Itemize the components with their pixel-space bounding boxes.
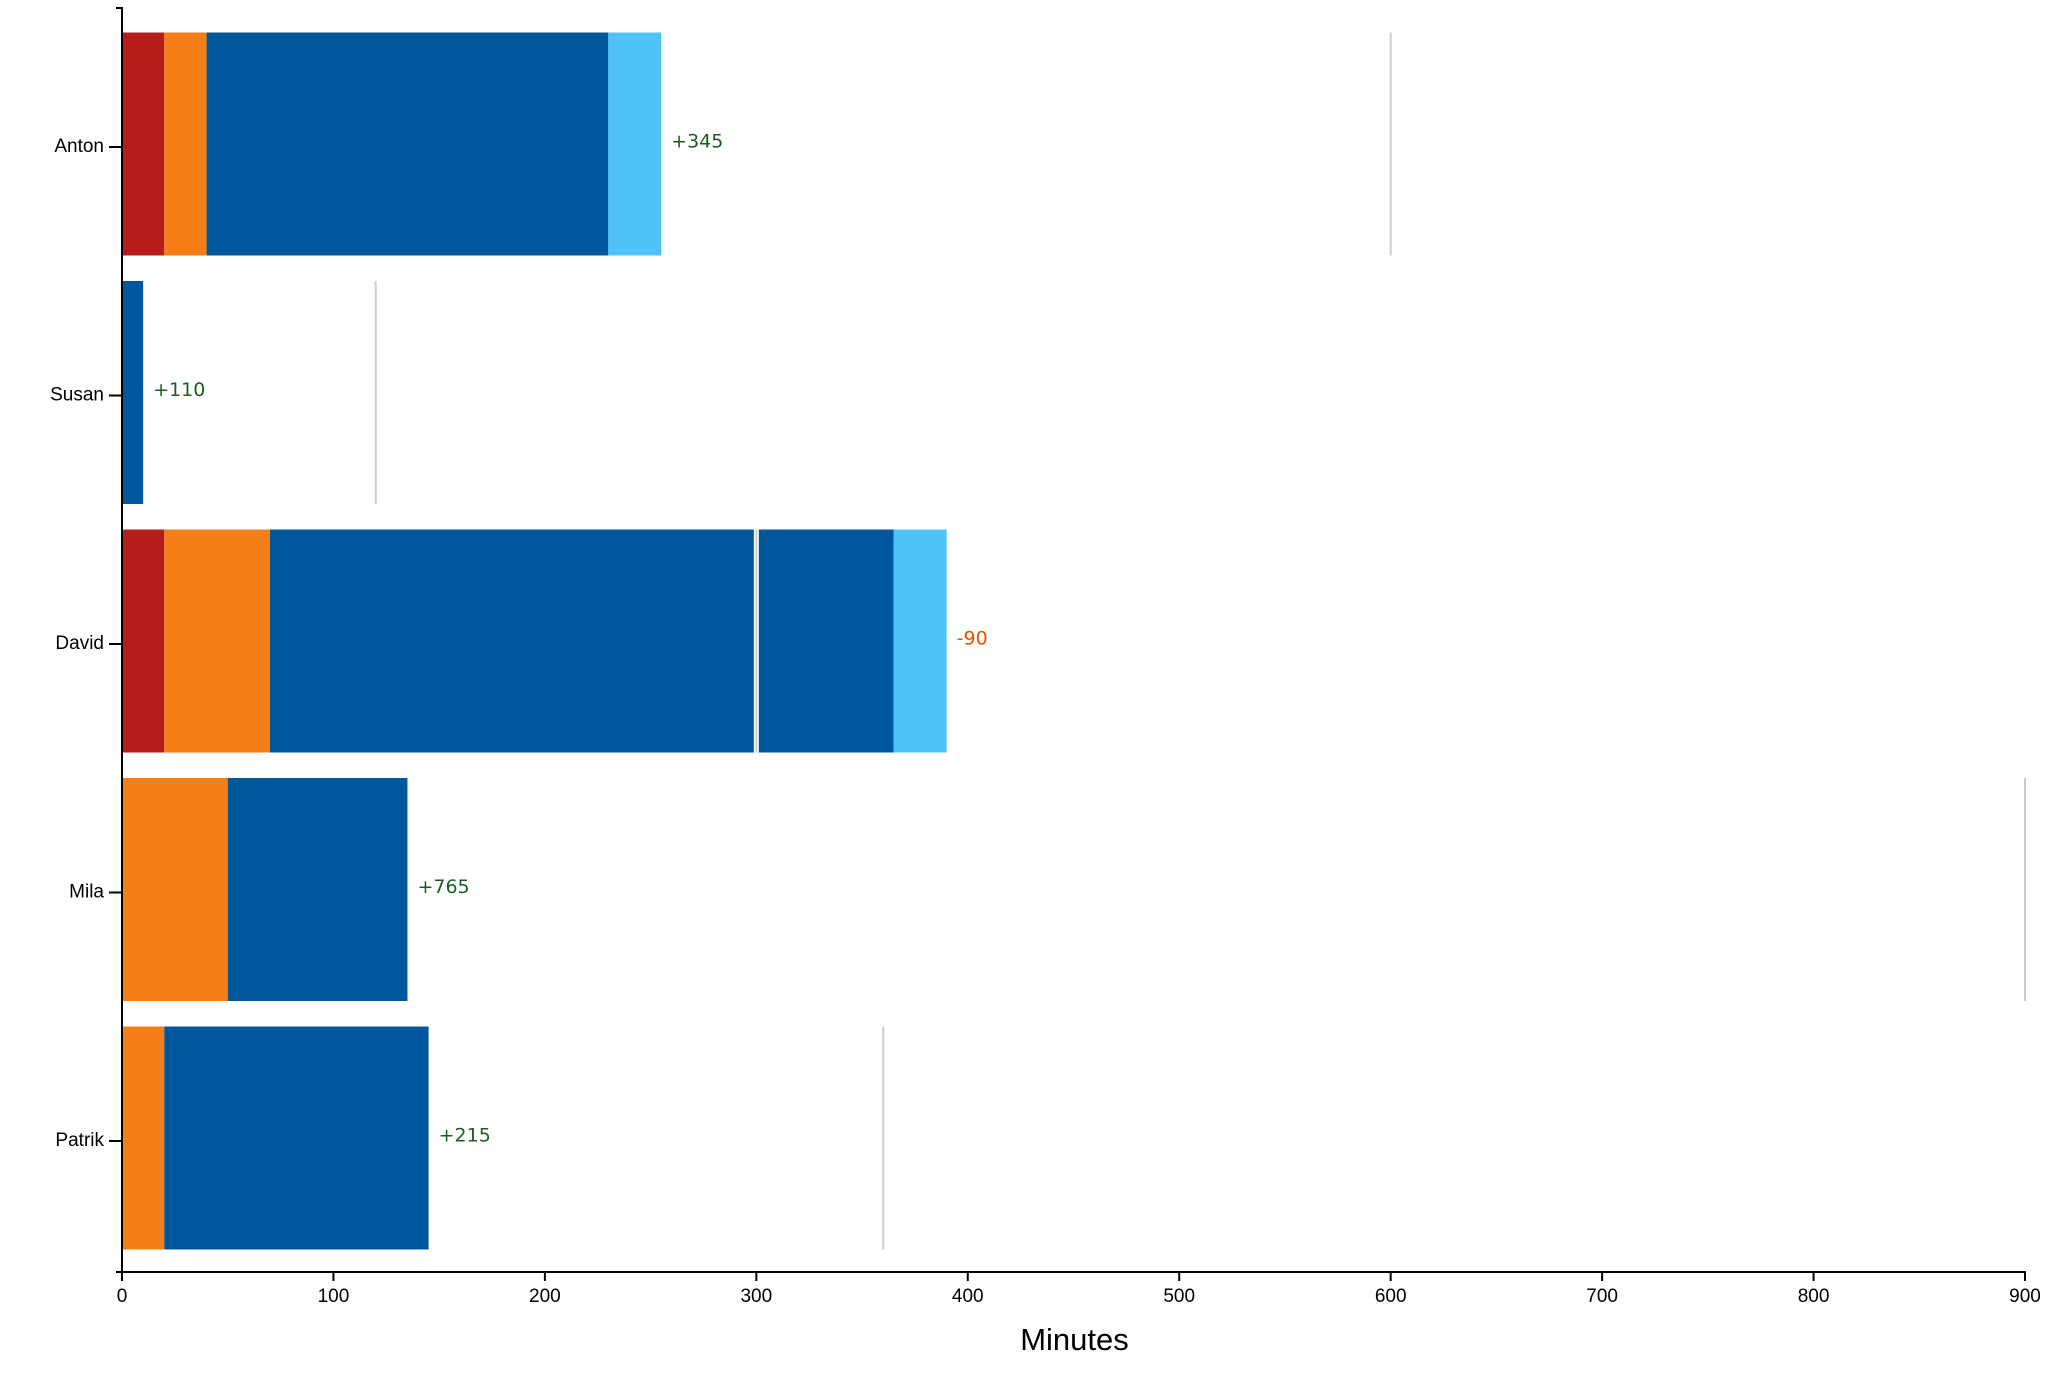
y-tick-label: Anton: [54, 136, 104, 157]
bar-segment: [756, 529, 894, 753]
y-tick-label: Patrik: [55, 1130, 104, 1151]
difference-label: +765: [417, 876, 469, 898]
difference-label: -90: [957, 628, 988, 650]
y-tick-label: Susan: [50, 385, 104, 406]
bar-row-david: [122, 529, 947, 753]
x-axis-line: [121, 1271, 2026, 1279]
bar-segment: [893, 529, 947, 753]
difference-label: +215: [439, 1125, 491, 1147]
bar-segment: [206, 32, 609, 256]
x-tick-label: 600: [1375, 1286, 1407, 1307]
difference-label: +110: [153, 379, 205, 401]
target-lines: [374, 32, 2026, 1250]
bar-segment: [608, 32, 662, 256]
x-tick-label: 400: [952, 1286, 984, 1307]
x-axis-title: Minutes: [1020, 1322, 1129, 1357]
x-tick-label: 100: [318, 1286, 350, 1307]
bar-segment: [122, 1026, 165, 1250]
bar-segment: [227, 778, 408, 1001]
y-axis-line: [116, 7, 123, 1273]
bar-segment: [122, 778, 228, 1001]
bar-segment: [164, 1026, 429, 1250]
bar-row-anton: [122, 32, 662, 256]
y-axis: Anton Susan David Mila Patrik: [50, 7, 123, 1273]
y-tick-label: Mila: [69, 882, 104, 903]
bar-row-mila: [122, 778, 408, 1001]
bar-segment: [270, 529, 757, 753]
bar-segment: [164, 529, 271, 753]
bar-row-susan: [122, 281, 144, 504]
x-tick-label: 500: [1163, 1286, 1195, 1307]
x-tick-label: 800: [1798, 1286, 1830, 1307]
bar-segment: [122, 529, 165, 753]
x-tick-label: 300: [740, 1286, 772, 1307]
bar-rows: [122, 32, 947, 1250]
bar-segment: [164, 32, 207, 256]
difference-label: +345: [671, 131, 723, 153]
bar-segment: [122, 32, 165, 256]
x-tick-label: 0: [117, 1286, 128, 1307]
x-axis: 0 100 200 300 400 500 600 700 800 900: [117, 1271, 2041, 1307]
x-tick-label: 900: [2009, 1286, 2041, 1307]
difference-labels: +345 +110 -90 +765 +215: [153, 131, 988, 1147]
bar-row-patrik: [122, 1026, 429, 1250]
x-tick-label: 700: [1586, 1286, 1618, 1307]
x-tick-label: 200: [529, 1286, 561, 1307]
y-tick-label: David: [55, 633, 104, 654]
bar-segment: [122, 281, 144, 504]
